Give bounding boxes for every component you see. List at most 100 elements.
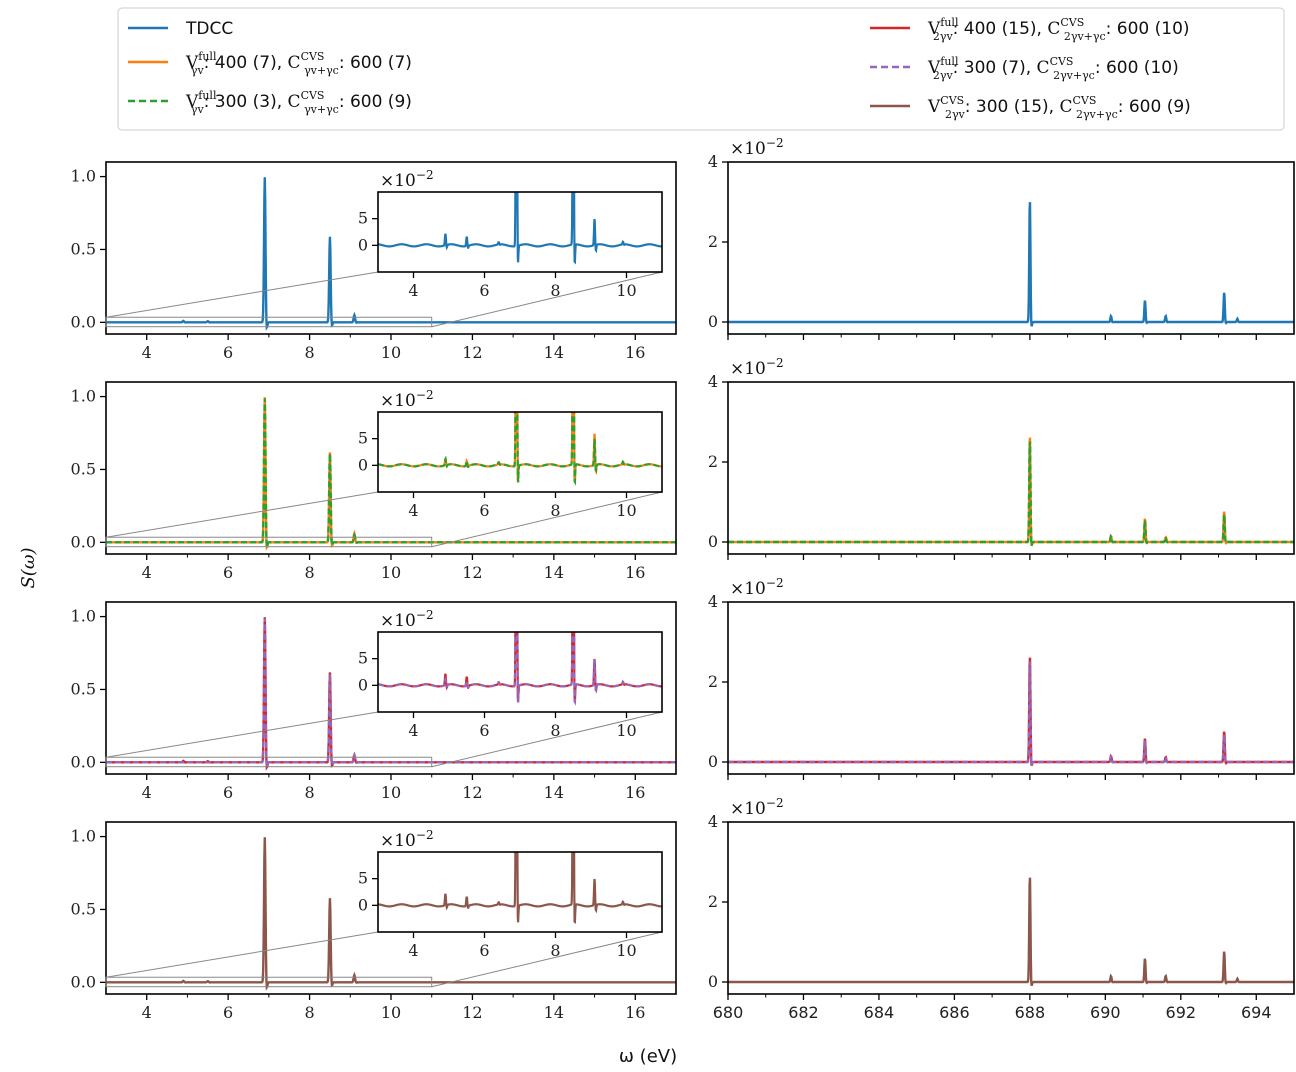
x-tick-label: 6 [223, 1003, 233, 1022]
y-tick-label: 4 [708, 372, 718, 391]
y-tick-label: 0 [708, 972, 718, 991]
inset-x-tick-label: 8 [550, 281, 560, 300]
chart-panel-row4-left: 0.0 0.5 1.0 4 6 8 10 12 14 16 0 5 4 6 8 10 ×10−2 [71, 821, 677, 1022]
inset-axes: 0 5 4 6 8 10 ×10−2 [358, 828, 663, 960]
legend-entry: Vfull γv: 300 (3), CCVS γv+γc: 600 (9) [185, 89, 412, 116]
y-tick-label: 0.0 [71, 312, 96, 331]
series-line-green [106, 398, 676, 551]
zoom-region [105, 316, 433, 328]
scale-factor-label: ×10−2 [730, 356, 784, 379]
x-tick-label: 4 [142, 563, 152, 582]
x-axis-label: ω (eV) [619, 1046, 677, 1067]
x-tick-label: 682 [788, 1003, 819, 1022]
x-tick-label: 8 [304, 343, 314, 362]
series-line-red [728, 657, 1294, 767]
y-axis-label: S(ω) [18, 547, 39, 588]
inset-axes: 0 5 4 6 8 10 ×10−2 [358, 608, 663, 740]
x-tick-label: 4 [142, 343, 152, 362]
chart-panel-row3-left: 0.0 0.5 1.0 4 6 8 10 12 14 16 0 5 4 6 8 10 ×10−2 [71, 601, 677, 802]
inset-scale-factor-label: ×10−2 [380, 828, 434, 851]
x-tick-label: 16 [625, 563, 645, 582]
chart-panel-row3-right: 0 2 4 ×10−2 [708, 576, 1295, 780]
x-tick-label: 14 [544, 1003, 564, 1022]
y-tick-label: 2 [708, 892, 718, 911]
inset-series-line-purple [378, 632, 662, 706]
inset-y-tick-label: 0 [358, 235, 368, 254]
inset-x-tick-label: 4 [408, 941, 418, 960]
x-tick-label: 10 [381, 343, 401, 362]
inset-y-tick-label: 5 [358, 429, 368, 448]
y-tick-label: 0 [708, 312, 718, 331]
y-tick-label: 1.0 [71, 387, 96, 406]
y-tick-label: 4 [708, 812, 718, 831]
inset-axes: 0 5 4 6 8 10 ×10−2 [358, 388, 663, 520]
y-tick-label: 1.0 [71, 827, 96, 846]
inset-scale-factor-label: ×10−2 [380, 168, 434, 191]
x-tick-label: 6 [223, 783, 233, 802]
inset-x-tick-label: 10 [616, 721, 636, 740]
x-tick-label: 692 [1166, 1003, 1197, 1022]
inset-x-tick-label: 8 [550, 941, 560, 960]
x-tick-label: 10 [381, 783, 401, 802]
y-tick-label: 4 [708, 592, 718, 611]
y-tick-label: 0.0 [71, 532, 96, 551]
series-line-brown [728, 877, 1294, 987]
series-line-TDCC [106, 177, 676, 331]
scale-factor-label: ×10−2 [730, 796, 784, 819]
inset-y-tick-label: 0 [358, 895, 368, 914]
x-tick-label: 12 [462, 563, 482, 582]
x-tick-label: 14 [544, 563, 564, 582]
series-line-orange [728, 437, 1294, 547]
x-tick-label: 6 [223, 343, 233, 362]
x-tick-label: 8 [304, 783, 314, 802]
inset-x-tick-label: 4 [408, 281, 418, 300]
series-line-TDCC [728, 202, 1294, 327]
legend-entry: VCVS 2γv: 300 (15), CCVS 2γv+γc: 600 (9) [927, 94, 1191, 121]
series-line-purple [728, 661, 1294, 766]
zoom-region [105, 536, 433, 548]
inset-x-tick-label: 10 [616, 501, 636, 520]
series-line-purple [106, 618, 676, 771]
zoom-region [105, 976, 433, 988]
inset-y-tick-label: 5 [358, 209, 368, 228]
x-tick-label: 16 [625, 343, 645, 362]
x-tick-label: 8 [304, 563, 314, 582]
y-tick-label: 2 [708, 672, 718, 691]
x-tick-label: 14 [544, 343, 564, 362]
legend-entry: Vfull γv: 400 (7), CCVS γv+γc: 600 (7) [185, 50, 412, 77]
y-tick-label: 2 [708, 452, 718, 471]
inset-scale-factor-label: ×10−2 [380, 388, 434, 411]
x-tick-label: 690 [1090, 1003, 1121, 1022]
scale-factor-label: ×10−2 [730, 136, 784, 159]
inset-x-tick-label: 10 [616, 941, 636, 960]
y-tick-label: 0.0 [71, 752, 96, 771]
chart-panel-row2-right: 0 2 4 ×10−2 [708, 356, 1295, 560]
x-tick-label: 4 [142, 1003, 152, 1022]
y-tick-label: 1.0 [71, 607, 96, 626]
x-tick-label: 688 [1015, 1003, 1046, 1022]
inset-x-tick-label: 6 [479, 281, 489, 300]
inset-x-tick-label: 8 [550, 721, 560, 740]
inset-y-tick-label: 0 [358, 675, 368, 694]
inset-y-tick-label: 5 [358, 649, 368, 668]
x-tick-label: 12 [462, 343, 482, 362]
x-tick-label: 14 [544, 783, 564, 802]
legend-entry: TDCC [185, 19, 233, 39]
x-tick-label: 16 [625, 1003, 645, 1022]
y-tick-label: 0.5 [71, 239, 96, 258]
legend: TDCC Vfull γv: 400 (7), CCVS γv+γc: 600 (7)… [117, 7, 1285, 131]
x-tick-label: 12 [462, 1003, 482, 1022]
y-tick-label: 0.5 [71, 679, 96, 698]
inset-series-line-TDCC [378, 192, 662, 265]
y-tick-label: 1.0 [71, 167, 96, 186]
inset-y-tick-label: 0 [358, 455, 368, 474]
x-tick-label: 686 [939, 1003, 970, 1022]
x-tick-label: 680 [713, 1003, 744, 1022]
y-tick-label: 0 [708, 532, 718, 551]
inset-axes: 0 5 4 6 8 10 ×10−2 [358, 168, 663, 300]
x-tick-label: 10 [381, 1003, 401, 1022]
x-tick-label: 684 [864, 1003, 895, 1022]
y-tick-label: 0.5 [71, 899, 96, 918]
y-tick-label: 0.0 [71, 972, 96, 991]
